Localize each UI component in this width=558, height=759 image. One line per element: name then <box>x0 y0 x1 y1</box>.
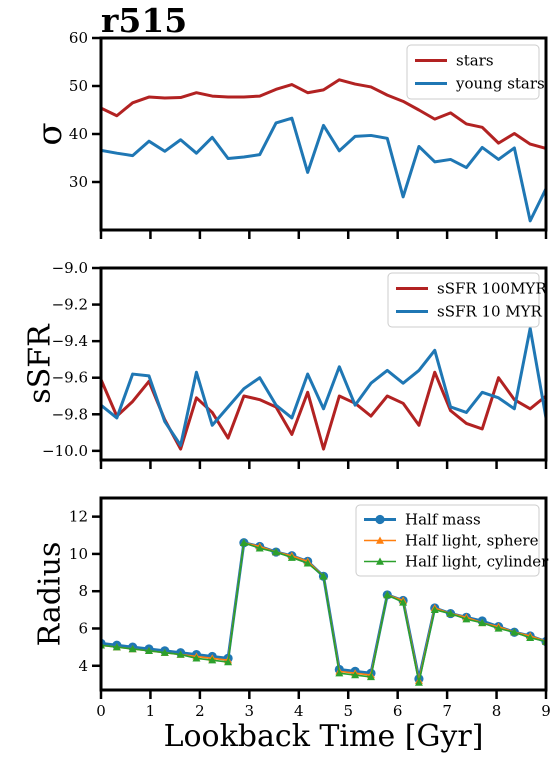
data-point <box>287 553 296 561</box>
y-tick-label: −9.0 <box>52 259 88 277</box>
x-tick-label: 2 <box>195 702 205 720</box>
data-point <box>224 658 233 666</box>
data-point <box>272 548 281 556</box>
data-point <box>494 624 503 632</box>
series-line-2 <box>101 326 546 447</box>
x-tick-label: 8 <box>492 702 502 720</box>
data-point <box>192 654 201 662</box>
plot-area <box>101 78 546 223</box>
y-tick-label: 50 <box>69 77 88 95</box>
y-tick-label: 12 <box>69 508 88 526</box>
y-axis-label: Radius <box>33 542 68 647</box>
y-tick-label: −9.2 <box>52 296 88 314</box>
legend-marker <box>376 557 384 565</box>
y-axis-label: sSFR <box>23 323 58 404</box>
x-tick-label: 4 <box>294 702 304 720</box>
panel-1: 30 40 50 60 σ stars young stars <box>30 29 548 239</box>
axes-frame <box>99 266 548 462</box>
y-tick-label: −9.4 <box>52 332 88 350</box>
plot-area <box>101 326 546 451</box>
data-point <box>128 644 137 653</box>
series-line-1 <box>101 370 546 451</box>
panel-2: −10.0 −9.8 −9.6 −9.4 −9.2 −9.0 sSFR sSFR 100MYR… <box>23 259 548 469</box>
y-axis-label: σ <box>30 122 70 145</box>
data-point <box>399 598 408 606</box>
data-point <box>319 572 328 580</box>
x-tick-label: 7 <box>442 702 452 720</box>
data-point <box>414 678 423 686</box>
plot-area <box>101 538 546 686</box>
data-point <box>112 643 121 651</box>
x-axis-label: Lookback Time [Gyr] <box>164 719 484 754</box>
data-point <box>144 646 153 655</box>
legend-label: sSFR 10 MYR <box>437 303 543 321</box>
y-tick-label: 8 <box>78 582 88 600</box>
data-point <box>176 650 185 658</box>
data-point <box>430 605 439 614</box>
legend-marker <box>376 536 384 544</box>
x-tick-label: 1 <box>146 702 156 720</box>
y-tick-label: 60 <box>69 29 88 47</box>
legend-marker <box>375 514 385 525</box>
data-point <box>510 628 519 636</box>
x-tick-label: 3 <box>245 702 255 720</box>
x-tick-label: 9 <box>541 702 551 720</box>
y-tick-label: 40 <box>69 125 88 143</box>
legend: sSFR 100MYR sSFR 10 MYR <box>387 272 547 328</box>
y-tick-label: −9.6 <box>52 369 88 387</box>
data-point <box>462 615 471 623</box>
y-tick-label: −9.8 <box>52 405 88 423</box>
data-point <box>366 672 375 681</box>
data-point <box>160 648 169 656</box>
data-point <box>303 559 312 567</box>
legend-label: Half mass <box>405 511 481 529</box>
legend-label: stars <box>456 52 494 70</box>
data-point <box>478 618 487 627</box>
data-point <box>446 609 455 617</box>
series-line-2 <box>101 116 546 223</box>
y-tick-label: 4 <box>78 657 88 675</box>
data-point <box>526 633 535 642</box>
data-point <box>239 538 248 546</box>
legend: Half mass Half light, sphere Half light, c… <box>355 504 549 577</box>
x-tick-label: 5 <box>343 702 353 720</box>
y-tick-label: 6 <box>78 619 88 637</box>
y-tick-label: −10.0 <box>42 442 88 460</box>
series-line-1 <box>101 78 546 150</box>
data-point <box>351 671 360 679</box>
figure-title: r515 <box>101 1 187 40</box>
x-tick-label: 0 <box>96 702 106 720</box>
legend-label: Half light, sphere <box>405 532 539 550</box>
data-point <box>335 669 344 677</box>
legend-label: young stars <box>455 75 545 93</box>
y-tick-label: 30 <box>69 173 88 191</box>
data-point <box>255 544 264 552</box>
legend-label: Half light, cylinder <box>405 553 549 571</box>
axes-frame <box>99 496 548 692</box>
y-tick-label: 10 <box>69 545 88 563</box>
data-point <box>208 656 217 664</box>
data-point <box>383 590 392 599</box>
legend-label: sSFR 100MYR <box>437 280 547 298</box>
legend: stars young stars <box>406 44 545 100</box>
x-tick-label: 6 <box>393 702 403 720</box>
